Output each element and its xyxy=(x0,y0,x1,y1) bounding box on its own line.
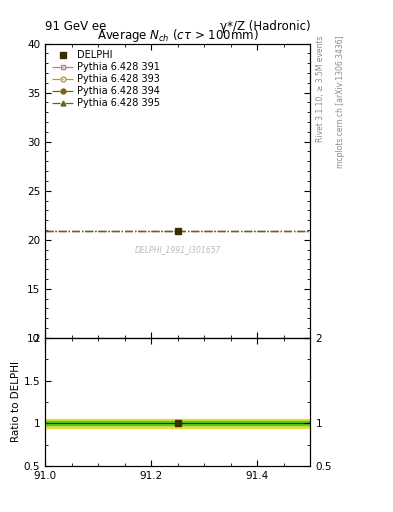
Bar xyxy=(45,419,310,428)
Y-axis label: Ratio to DELPHI: Ratio to DELPHI xyxy=(11,361,21,442)
Text: 91 GeV ee: 91 GeV ee xyxy=(45,20,107,33)
Text: Rivet 3.1.10, ≥ 3.5M events: Rivet 3.1.10, ≥ 3.5M events xyxy=(316,36,325,142)
Text: DELPHI_1991_I301657: DELPHI_1991_I301657 xyxy=(135,245,221,254)
Bar xyxy=(45,421,310,425)
Legend: DELPHI, Pythia 6.428 391, Pythia 6.428 393, Pythia 6.428 394, Pythia 6.428 395: DELPHI, Pythia 6.428 391, Pythia 6.428 3… xyxy=(50,48,162,110)
Text: γ*/Z (Hadronic): γ*/Z (Hadronic) xyxy=(220,20,310,33)
Text: mcplots.cern.ch [arXiv:1306.3436]: mcplots.cern.ch [arXiv:1306.3436] xyxy=(336,36,345,168)
Title: Average $N_{ch}$ ($c\tau$ > 100mm): Average $N_{ch}$ ($c\tau$ > 100mm) xyxy=(97,27,259,44)
